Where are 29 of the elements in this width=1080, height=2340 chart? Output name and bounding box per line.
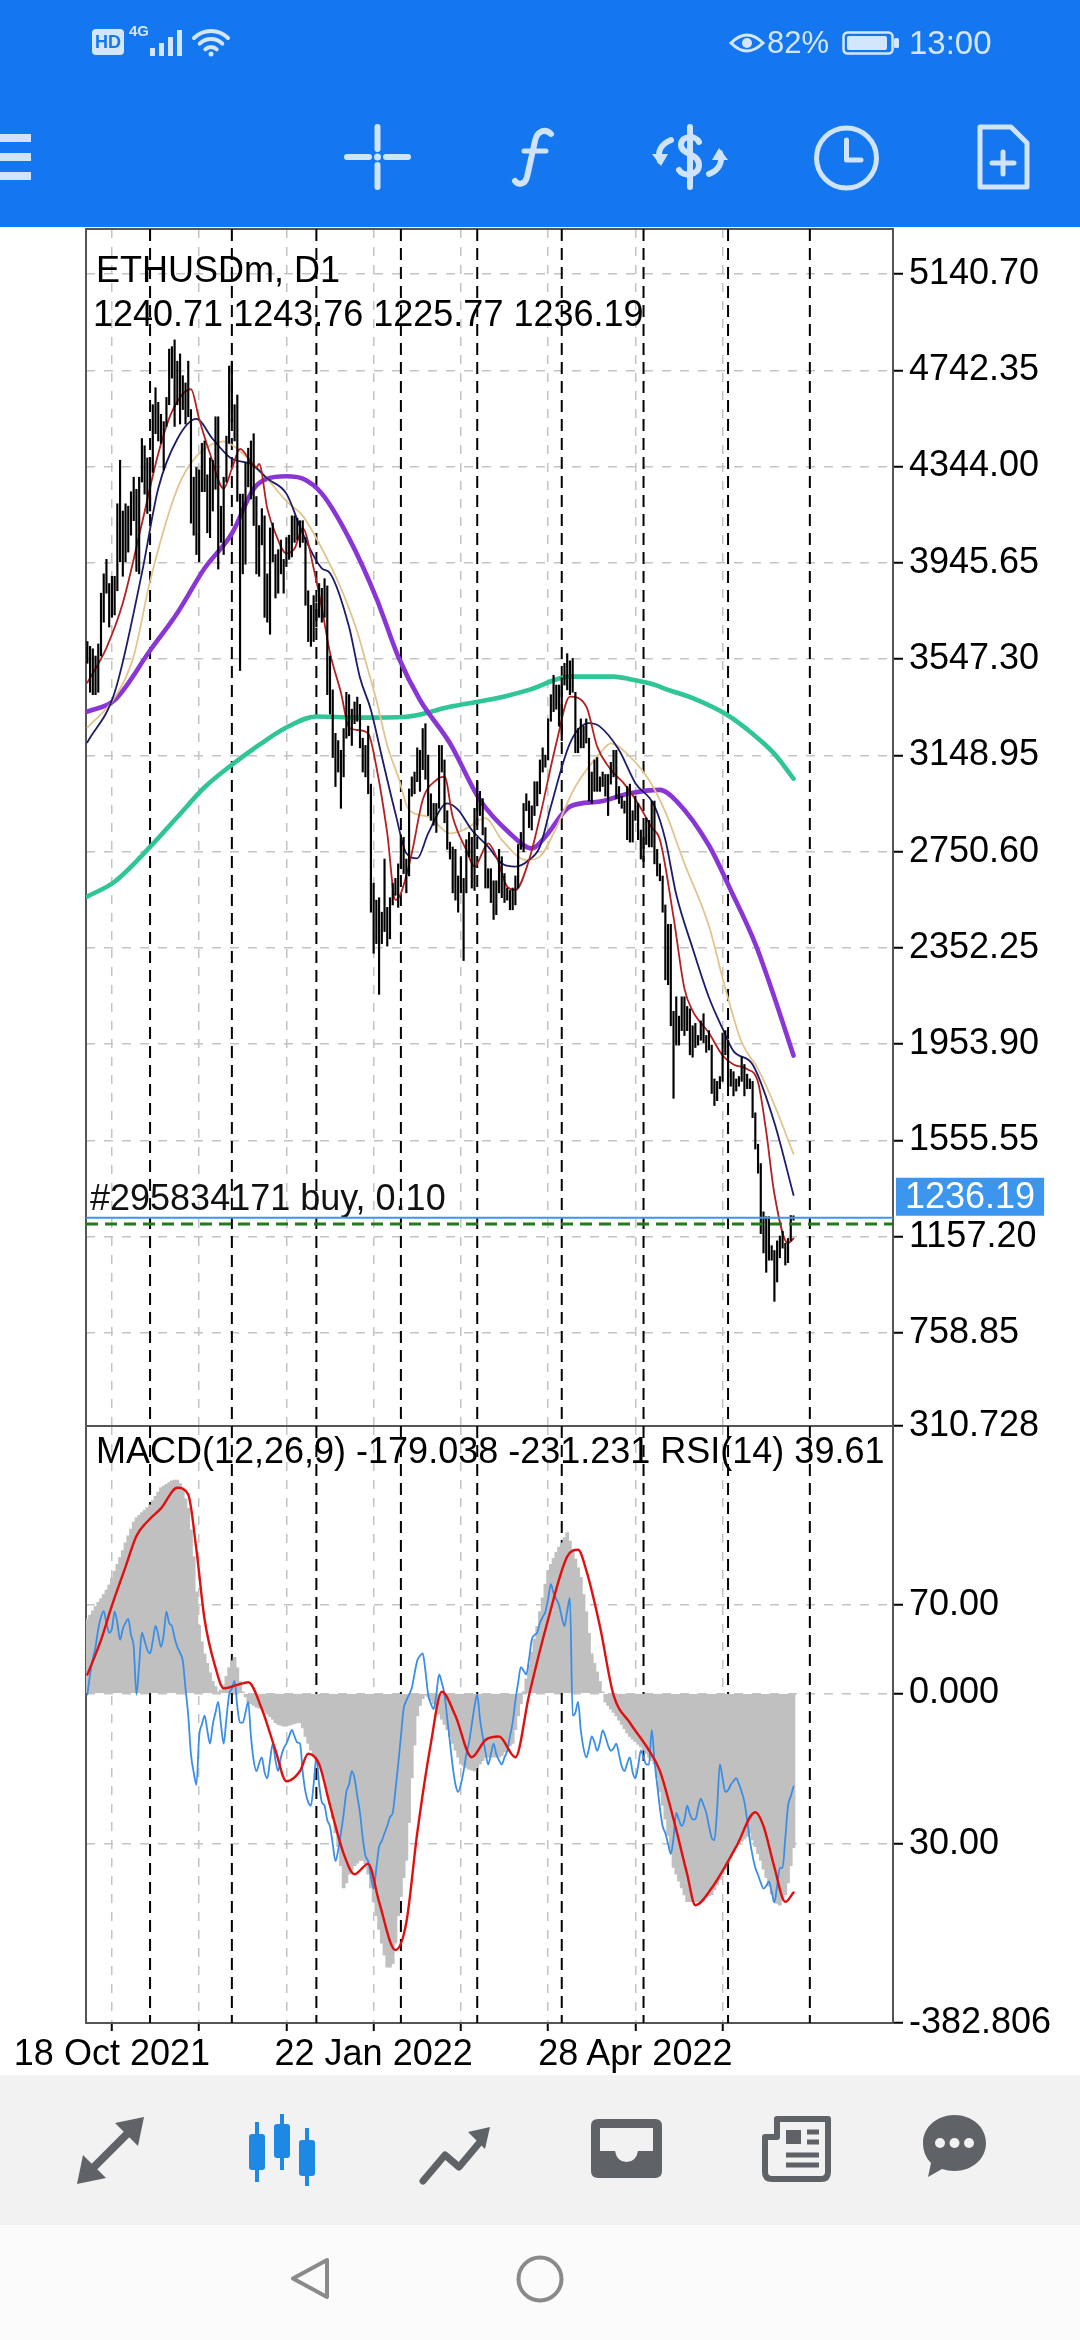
x-tick-label: 28 Apr 2022 xyxy=(538,2031,733,2073)
y-tick-label: 2750.60 xyxy=(909,828,1040,870)
y-tick-label: 758.85 xyxy=(909,1309,1020,1351)
y-tick-label: 5140.70 xyxy=(909,250,1040,292)
text: 4G xyxy=(129,22,150,40)
y-tick-label: -382.806 xyxy=(909,1999,1052,2041)
y2-tick-label: 30.00 xyxy=(909,1820,1000,1862)
ref-line-label: 1236.19 xyxy=(905,1174,1036,1216)
chart-title: MACD(12,26,9) -179.038 -231.231 RSI(14) 39.61 xyxy=(96,1429,885,1471)
text: 1240.71 1243.76 1225.77 1236.19 xyxy=(93,292,644,334)
y-tick-label: 1157.20 xyxy=(909,1213,1037,1255)
y-tick-label: 4742.35 xyxy=(909,347,1040,389)
y-tick-label: 4344.00 xyxy=(909,443,1040,485)
text: ETHUSDm, D1 xyxy=(96,248,341,290)
y-tick-label: 0.000 xyxy=(909,1670,1000,1712)
text: 13:00 xyxy=(909,24,992,62)
y-tick-label: 2352.25 xyxy=(909,924,1040,966)
text: 82% xyxy=(767,24,830,62)
y-tick-label: 1555.55 xyxy=(909,1117,1040,1159)
x-tick-label: 22 Jan 2022 xyxy=(274,2031,473,2073)
y-tick-label: 3148.95 xyxy=(909,732,1040,774)
ref-line-label: #295834171 buy, 0.10 xyxy=(90,1176,446,1218)
y2-tick-label: 70.00 xyxy=(909,1582,1000,1624)
y-tick-label: 3547.30 xyxy=(909,636,1040,678)
y-tick-label: 310.728 xyxy=(909,1402,1040,1444)
x-tick-label: 18 Oct 2021 xyxy=(13,2031,210,2073)
text: HD xyxy=(92,29,124,55)
y-tick-label: 3945.65 xyxy=(909,539,1040,581)
y-tick-label: 1953.90 xyxy=(909,1021,1040,1063)
